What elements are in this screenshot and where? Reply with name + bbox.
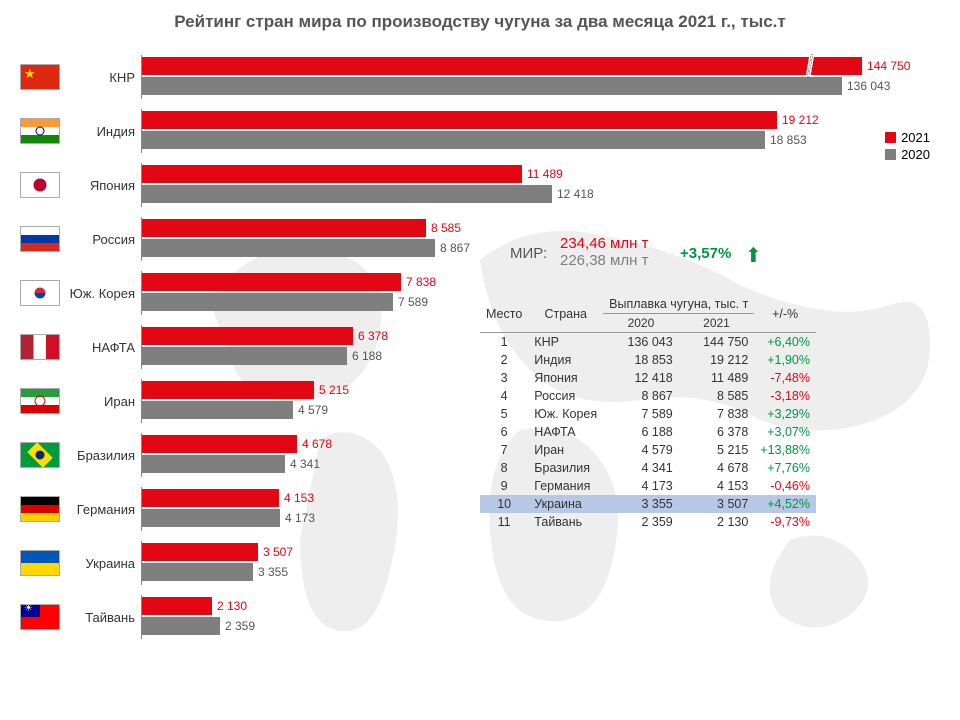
chart-row: Иран5 2154 579: [20, 374, 940, 428]
country-label: НАФТА: [66, 340, 141, 355]
chart-row: Украина3 5073 355: [20, 536, 940, 590]
bar-2020-value: 7 589: [393, 295, 428, 309]
bar-2021: 8 585: [142, 219, 426, 237]
bar-2020: 6 188: [142, 347, 347, 365]
chart-row: КНР144 750136 043: [20, 50, 940, 104]
bar-2020: 4 579: [142, 401, 293, 419]
bar-2021: 4 678: [142, 435, 297, 453]
flag-icon: [20, 172, 60, 198]
country-label: КНР: [66, 70, 141, 85]
bar-pair: 4 678 4 341: [141, 433, 940, 477]
chart-row: Тайвань2 1302 359: [20, 590, 940, 644]
bar-2021-value: 4 678: [297, 437, 332, 451]
country-label: Украина: [66, 556, 141, 571]
bar-pair: 19 212 18 853: [141, 109, 940, 153]
bar-2020: 4 341: [142, 455, 285, 473]
bar-pair: 5 215 4 579: [141, 379, 940, 423]
flag-icon: [20, 604, 60, 630]
flag-icon: [20, 334, 60, 360]
bar-2020: 3 355: [142, 563, 253, 581]
bar-2021-value: 6 378: [353, 329, 388, 343]
bar-2020: 18 853: [142, 131, 765, 149]
flag-icon: [20, 118, 60, 144]
flag-icon: [20, 388, 60, 414]
bar-2021-value: 11 489: [522, 167, 563, 181]
country-label: Германия: [66, 502, 141, 517]
country-label: Тайвань: [66, 610, 141, 625]
chart-row: Бразилия4 6784 341: [20, 428, 940, 482]
bar-2021-value: 19 212: [777, 113, 819, 127]
bar-2020-value: 4 173: [280, 511, 315, 525]
bar-2020: 136 043: [142, 77, 842, 95]
bar-2020-value: 8 867: [435, 241, 470, 255]
bar-pair: 8 585 8 867: [141, 217, 940, 261]
flag-icon: [20, 280, 60, 306]
bar-pair: 3 507 3 355: [141, 541, 940, 585]
country-label: Иран: [66, 394, 141, 409]
chart-title: Рейтинг стран мира по производству чугун…: [20, 12, 940, 32]
bar-2021-value: 8 585: [426, 221, 461, 235]
bar-2021: 7 838: [142, 273, 401, 291]
bar-2020-value: 4 341: [285, 457, 320, 471]
bar-2021: 11 489: [142, 165, 522, 183]
bar-pair: 144 750 136 043: [141, 55, 940, 99]
bar-2020-value: 136 043: [842, 79, 890, 93]
bar-2020-value: 12 418: [552, 187, 594, 201]
bar-2021: 4 153: [142, 489, 279, 507]
chart-row: Япония11 48912 418: [20, 158, 940, 212]
bar-2020: 7 589: [142, 293, 393, 311]
bar-2021: 2 130: [142, 597, 212, 615]
bar-2021-value: 2 130: [212, 599, 247, 613]
bar-2021: 19 212: [142, 111, 777, 129]
bar-2021: 6 378: [142, 327, 353, 345]
bar-chart: КНР144 750136 043Индия19 21218 853Япония…: [20, 50, 940, 644]
bar-pair: 7 838 7 589: [141, 271, 940, 315]
country-label: Россия: [66, 232, 141, 247]
chart-row: НАФТА6 3786 188: [20, 320, 940, 374]
bar-2020: 4 173: [142, 509, 280, 527]
bar-pair: 4 1534 173: [141, 487, 940, 531]
flag-icon: [20, 64, 60, 90]
bar-2021: 5 215: [142, 381, 314, 399]
bar-2020: 8 867: [142, 239, 435, 257]
country-label: Юж. Корея: [66, 286, 141, 301]
bar-2021: 144 750: [142, 57, 862, 75]
country-label: Бразилия: [66, 448, 141, 463]
bar-2021-value: 3 507: [258, 545, 293, 559]
flag-icon: [20, 550, 60, 576]
bar-2021-value: 7 838: [401, 275, 436, 289]
chart-row: Юж. Корея7 8387 589: [20, 266, 940, 320]
bar-2021-value: 5 215: [314, 383, 349, 397]
flag-icon: [20, 226, 60, 252]
chart-row: Индия19 21218 853: [20, 104, 940, 158]
bar-pair: 6 378 6 188: [141, 325, 940, 369]
chart-row: Германия4 1534 173: [20, 482, 940, 536]
bar-2020-value: 6 188: [347, 349, 382, 363]
chart-row: Россия8 5858 867: [20, 212, 940, 266]
flag-icon: [20, 442, 60, 468]
bar-2021-value: 144 750: [862, 59, 910, 73]
bar-2020-value: 18 853: [765, 133, 807, 147]
country-label: Япония: [66, 178, 141, 193]
bar-2020-value: 3 355: [253, 565, 288, 579]
bar-2020-value: 4 579: [293, 403, 328, 417]
bar-2021-value: 4 153: [279, 491, 314, 505]
bar-2020-value: 2 359: [220, 619, 255, 633]
bar-2020: 12 418: [142, 185, 552, 203]
bar-2021: 3 507: [142, 543, 258, 561]
bar-2020: 2 359: [142, 617, 220, 635]
bar-pair: 2 130 2 359: [141, 595, 940, 639]
flag-icon: [20, 496, 60, 522]
country-label: Индия: [66, 124, 141, 139]
bar-pair: 11 489 12 418: [141, 163, 940, 207]
